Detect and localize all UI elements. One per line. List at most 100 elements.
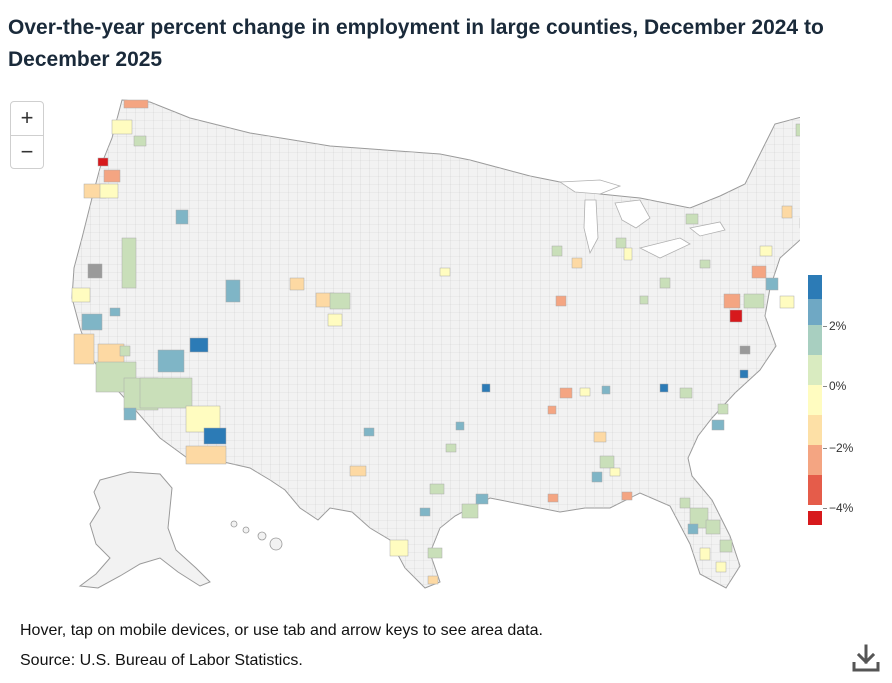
county-area[interactable] — [659, 277, 671, 289]
county-area[interactable] — [615, 237, 627, 249]
county-area[interactable] — [609, 467, 621, 477]
legend-swatch — [808, 299, 822, 325]
county-area[interactable] — [623, 247, 633, 261]
county-area[interactable] — [427, 575, 439, 585]
legend-swatch — [808, 511, 822, 525]
county-area[interactable] — [427, 547, 443, 559]
county-area[interactable] — [779, 295, 795, 309]
alaska — [78, 471, 211, 589]
legend-color-bar — [808, 275, 822, 525]
county-area[interactable] — [711, 419, 725, 431]
county-area[interactable] — [547, 493, 559, 503]
county-area[interactable] — [705, 519, 721, 535]
county-area[interactable] — [123, 407, 137, 421]
county-area[interactable] — [679, 497, 691, 509]
county-area[interactable] — [157, 349, 185, 373]
page-title: Over-the-year percent change in employme… — [8, 16, 824, 71]
county-area[interactable] — [765, 277, 779, 291]
county-area[interactable] — [99, 183, 119, 199]
county-area[interactable] — [743, 293, 765, 309]
county-area[interactable] — [723, 293, 741, 309]
county-area[interactable] — [389, 539, 409, 557]
county-area[interactable] — [439, 267, 451, 277]
county-area[interactable] — [329, 292, 351, 310]
county-area[interactable] — [139, 377, 193, 409]
county-area[interactable] — [699, 259, 711, 269]
county-area[interactable] — [559, 387, 573, 399]
county-area[interactable] — [363, 427, 375, 437]
us-county-grid — [72, 100, 800, 588]
county-area[interactable] — [97, 157, 109, 167]
county-area[interactable] — [679, 387, 693, 399]
county-area[interactable] — [571, 257, 583, 269]
download-icon[interactable] — [850, 642, 882, 674]
county-area[interactable] — [419, 507, 431, 517]
legend-label-2pct: 2% — [829, 319, 847, 333]
county-area[interactable] — [349, 465, 367, 477]
county-area[interactable] — [71, 287, 91, 303]
county-area[interactable] — [591, 471, 603, 483]
county-area[interactable] — [699, 547, 711, 561]
county-area[interactable] — [123, 99, 149, 109]
county-area[interactable] — [739, 369, 749, 379]
county-area[interactable] — [659, 383, 669, 393]
legend-swatch — [808, 445, 822, 475]
county-area[interactable] — [185, 445, 227, 465]
legend-swatch — [808, 355, 822, 385]
county-data-layer — [71, 99, 800, 585]
county-area[interactable] — [759, 245, 773, 257]
county-area[interactable] — [599, 455, 615, 469]
county-area[interactable] — [795, 123, 800, 137]
county-area[interactable] — [461, 503, 479, 519]
county-area[interactable] — [689, 507, 709, 529]
county-area[interactable] — [455, 421, 465, 431]
county-area[interactable] — [189, 337, 209, 353]
legend-swatch — [808, 475, 822, 505]
zoom-in-button[interactable]: + — [20, 105, 34, 130]
county-area[interactable] — [133, 135, 147, 147]
county-area[interactable] — [289, 277, 305, 291]
county-area[interactable] — [73, 333, 95, 365]
county-area[interactable] — [639, 295, 649, 305]
county-area[interactable] — [719, 539, 733, 553]
county-area[interactable] — [715, 561, 727, 573]
county-area[interactable] — [445, 443, 457, 453]
county-area[interactable] — [687, 523, 699, 535]
county-area[interactable] — [121, 237, 137, 289]
county-area[interactable] — [475, 493, 489, 505]
county-area[interactable] — [751, 265, 767, 279]
legend-tick — [823, 386, 827, 387]
county-area[interactable] — [111, 119, 133, 135]
county-area[interactable] — [601, 385, 611, 395]
county-area[interactable] — [739, 345, 751, 355]
county-area[interactable] — [579, 387, 591, 397]
county-area[interactable] — [185, 405, 221, 433]
color-legend: 2% 0% −2% −4% — [808, 275, 878, 527]
county-area[interactable] — [685, 213, 699, 225]
zoom-out-button[interactable]: − — [11, 135, 43, 169]
county-area[interactable] — [551, 245, 563, 257]
county-area[interactable] — [781, 205, 793, 219]
county-area[interactable] — [593, 431, 607, 443]
county-area[interactable] — [547, 405, 557, 415]
county-area[interactable] — [203, 427, 227, 445]
legend-swatch — [808, 325, 822, 355]
county-area[interactable] — [87, 263, 103, 279]
zoom-controls: + − — [10, 101, 44, 169]
county-area[interactable] — [481, 383, 491, 393]
county-area[interactable] — [225, 279, 241, 303]
county-area[interactable] — [555, 295, 567, 307]
county-area[interactable] — [429, 483, 445, 495]
county-area[interactable] — [621, 491, 633, 501]
county-area[interactable] — [717, 403, 729, 415]
county-area[interactable] — [729, 309, 743, 323]
county-area[interactable] — [109, 307, 121, 317]
county-area[interactable] — [119, 345, 131, 357]
legend-label-minus2pct: −2% — [829, 441, 854, 455]
county-area[interactable] — [175, 209, 189, 225]
county-area[interactable] — [103, 169, 121, 183]
interaction-note: Hover, tap on mobile devices, or use tab… — [20, 622, 543, 639]
county-map[interactable] — [0, 88, 800, 600]
county-area[interactable] — [327, 313, 343, 327]
county-area[interactable] — [81, 313, 103, 331]
